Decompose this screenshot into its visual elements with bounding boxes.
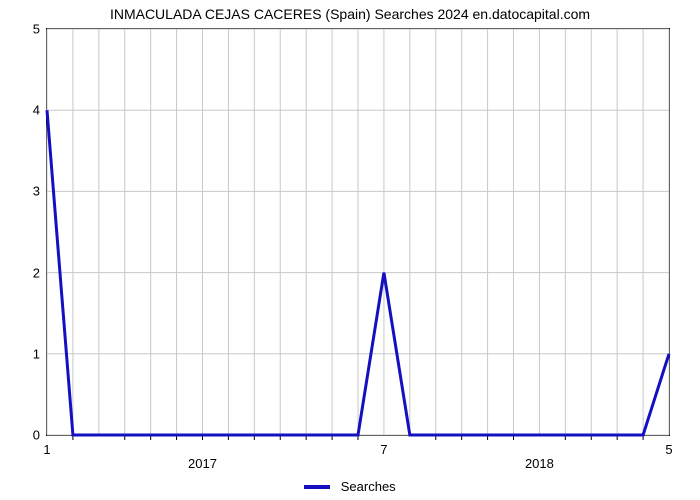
ytick-label: 1 (10, 346, 40, 361)
ytick-label: 0 (10, 428, 40, 443)
xtick-label: 1 (43, 442, 50, 457)
ytick-label: 4 (10, 103, 40, 118)
xtick-label: 7 (380, 442, 387, 457)
legend-label: Searches (341, 479, 396, 494)
xtick-label: 2017 (188, 456, 217, 471)
series-line (47, 110, 669, 435)
legend-swatch (304, 485, 330, 489)
chart-title: INMACULADA CEJAS CACERES (Spain) Searche… (0, 6, 700, 22)
ytick-label: 3 (10, 184, 40, 199)
xtick-label: 2018 (525, 456, 554, 471)
legend: Searches (0, 478, 700, 496)
xtick-label: 5 (665, 442, 672, 457)
ytick-label: 5 (10, 22, 40, 37)
chart-container: { "chart": { "type": "line", "title": "I… (0, 0, 700, 500)
ytick-label: 2 (10, 265, 40, 280)
line-svg (47, 29, 669, 435)
plot-area (46, 28, 670, 436)
